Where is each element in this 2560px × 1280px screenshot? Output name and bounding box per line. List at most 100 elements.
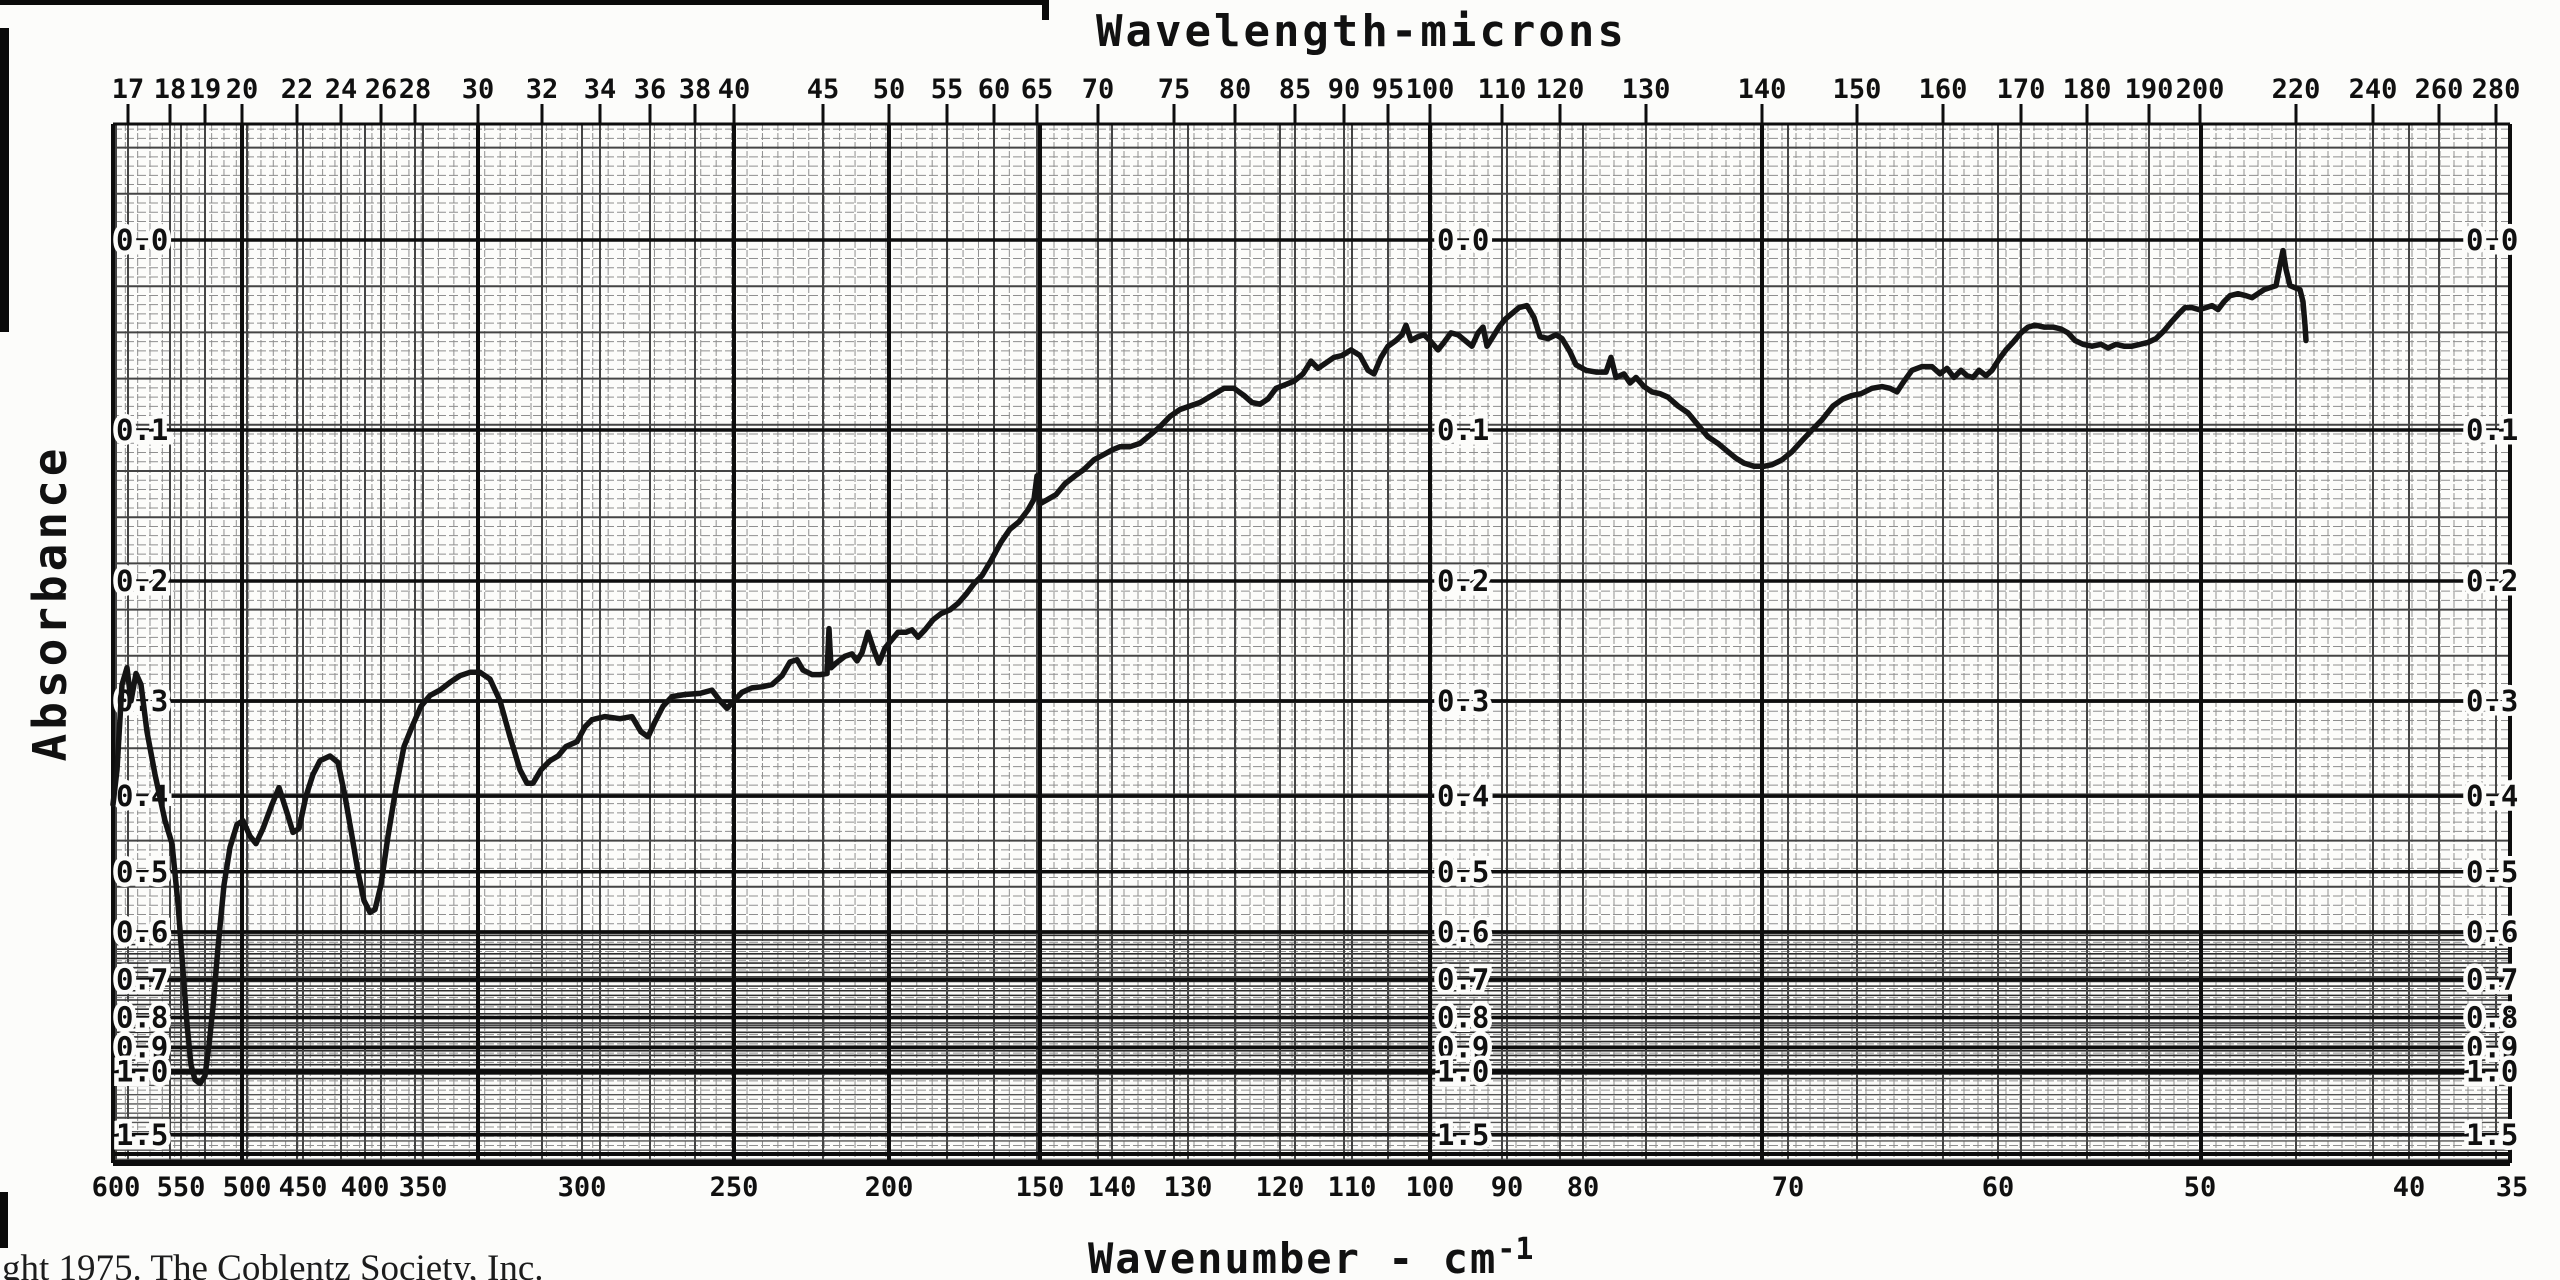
- tick-label: 80: [1567, 1172, 1600, 1203]
- scan-edge-bar-left-upper: [0, 28, 9, 332]
- tick-label: 28: [399, 74, 432, 105]
- tick-label: 220: [2272, 74, 2321, 105]
- tick-label: 0.2: [2466, 564, 2518, 598]
- tick-label: 34: [584, 74, 617, 105]
- spectrum-trace: [110, 247, 2309, 1087]
- scan-edge-hook: [1042, 0, 1049, 20]
- tick-label: 200: [865, 1172, 914, 1203]
- tick-label: 20: [226, 74, 259, 105]
- tick-label: 110: [1478, 74, 1527, 105]
- tick-label: 0.9: [2466, 1031, 2518, 1065]
- tick-label: 450: [279, 1172, 328, 1203]
- tick-label: 50: [2184, 1172, 2217, 1203]
- tick-label: 0.8: [2466, 1001, 2518, 1035]
- tick-label: 500: [223, 1172, 272, 1203]
- tick-label: 170: [1997, 74, 2046, 105]
- bottom-axis-title-text: Wavenumber - cm: [1088, 1234, 1498, 1280]
- tick-label: 130: [1164, 1172, 1213, 1203]
- tick-label: 38: [679, 74, 712, 105]
- tick-label: 0.3: [1437, 684, 1489, 718]
- tick-label: 350: [399, 1172, 448, 1203]
- tick-label: 40: [718, 74, 751, 105]
- tick-label: 30: [462, 74, 495, 105]
- tick-label: 1.5: [1437, 1118, 1489, 1152]
- tick-label: 100: [1406, 74, 1455, 105]
- tick-label: 180: [2063, 74, 2112, 105]
- tick-label: 0.0: [2466, 223, 2518, 257]
- grid-vertical-fine: [112, 124, 2497, 1163]
- tick-label: 19: [189, 74, 222, 105]
- grid-absorbance-lines: [113, 238, 2510, 1137]
- tick-label: 18: [154, 74, 187, 105]
- tick-label: 260: [2415, 74, 2464, 105]
- tick-label: 300: [558, 1172, 607, 1203]
- tick-label: 0.2: [1437, 564, 1489, 598]
- tick-label: 0.6: [116, 915, 168, 949]
- tick-label: 0.0: [116, 223, 168, 257]
- tick-label: 22: [281, 74, 314, 105]
- tick-label: 90: [1328, 74, 1361, 105]
- tick-label: 1.0: [2466, 1055, 2518, 1089]
- spectrum-curve: [110, 247, 2309, 1087]
- tick-label: 1.5: [116, 1118, 168, 1152]
- tick-label: 0.5: [116, 855, 168, 889]
- tick-label: 140: [1088, 1172, 1137, 1203]
- tick-label: 400: [341, 1172, 390, 1203]
- top-axis-title: Wavelength-microns: [1096, 6, 1627, 57]
- tick-label: 26: [365, 74, 398, 105]
- tick-label: 60: [1982, 1172, 2015, 1203]
- tick-label: 0.7: [2466, 963, 2518, 997]
- tick-label: 80: [1219, 74, 1252, 105]
- tick-label: 0.9: [116, 1031, 168, 1065]
- tick-label: 120: [1536, 74, 1585, 105]
- tick-label: 0.0: [1437, 223, 1489, 257]
- plot-border: [111, 122, 2512, 1166]
- tick-label: 0.8: [116, 1001, 168, 1035]
- tick-label: 110: [1328, 1172, 1377, 1203]
- tick-label: 160: [1919, 74, 1968, 105]
- scan-edge-line-top: [0, 0, 1048, 5]
- tick-label: 1.0: [116, 1055, 168, 1089]
- tick-label: 0.5: [1437, 855, 1489, 889]
- bottom-axis-exponent: -1: [1497, 1232, 1534, 1267]
- tick-label: 70: [1772, 1172, 1805, 1203]
- tick-label: 0.6: [1437, 915, 1489, 949]
- tick-label: 0.4: [1437, 779, 1489, 813]
- tick-label: 140: [1738, 74, 1787, 105]
- tick-label: 90: [1491, 1172, 1524, 1203]
- grid-horizontal-fine: [113, 128, 2510, 1156]
- tick-label: 60: [978, 74, 1011, 105]
- tick-label: 150: [1833, 74, 1882, 105]
- copyright-text: ght 1975. The Coblentz Society, Inc.: [2, 1248, 544, 1280]
- tick-label: 0.6: [2466, 915, 2518, 949]
- tick-label: 0.2: [116, 564, 168, 598]
- tick-label: 70: [1082, 74, 1115, 105]
- tick-label: 130: [1622, 74, 1671, 105]
- tick-label: 240: [2349, 74, 2398, 105]
- tick-label: 85: [1279, 74, 1312, 105]
- tick-label: 35: [2496, 1172, 2529, 1203]
- top-axis: 17 18 19 20 22 24 26 28 30 32 34 36 38 40 45 50 55 60 65 70…: [112, 74, 2521, 124]
- bottom-axis-title: Wavenumber - cm-1: [1088, 1232, 1533, 1280]
- tick-label: 0.4: [2466, 779, 2518, 813]
- tick-label: 190: [2125, 74, 2174, 105]
- tick-label: 150: [1016, 1172, 1065, 1203]
- tick-label: 24: [325, 74, 358, 105]
- tick-label: 50: [873, 74, 906, 105]
- tick-label: 0.1: [116, 413, 168, 447]
- tick-label: 280: [2472, 74, 2521, 105]
- tick-label: 0.8: [1437, 1001, 1489, 1035]
- tick-label: 1.5: [2466, 1118, 2518, 1152]
- tick-label: 100: [1406, 1172, 1455, 1203]
- tick-label: 0.3: [2466, 684, 2518, 718]
- scan-edge-bar-left-lower: [0, 1192, 8, 1248]
- tick-label: 600: [92, 1172, 141, 1203]
- tick-label: 0.5: [2466, 855, 2518, 889]
- tick-label: 45: [807, 74, 840, 105]
- tick-label: 0.1: [1437, 413, 1489, 447]
- bottom-axis: 600 550 500 450 400 350 300 250 200 150 140 130 120 1…: [92, 1172, 2529, 1203]
- absorbance-labels: 0.0 0.0 0.00.1 0.1 0.10.2 0.2 0.20.3 0.3 0.30.4 0…: [112, 219, 2523, 1157]
- tick-label: 17: [112, 74, 145, 105]
- tick-label: 0.1: [2466, 413, 2518, 447]
